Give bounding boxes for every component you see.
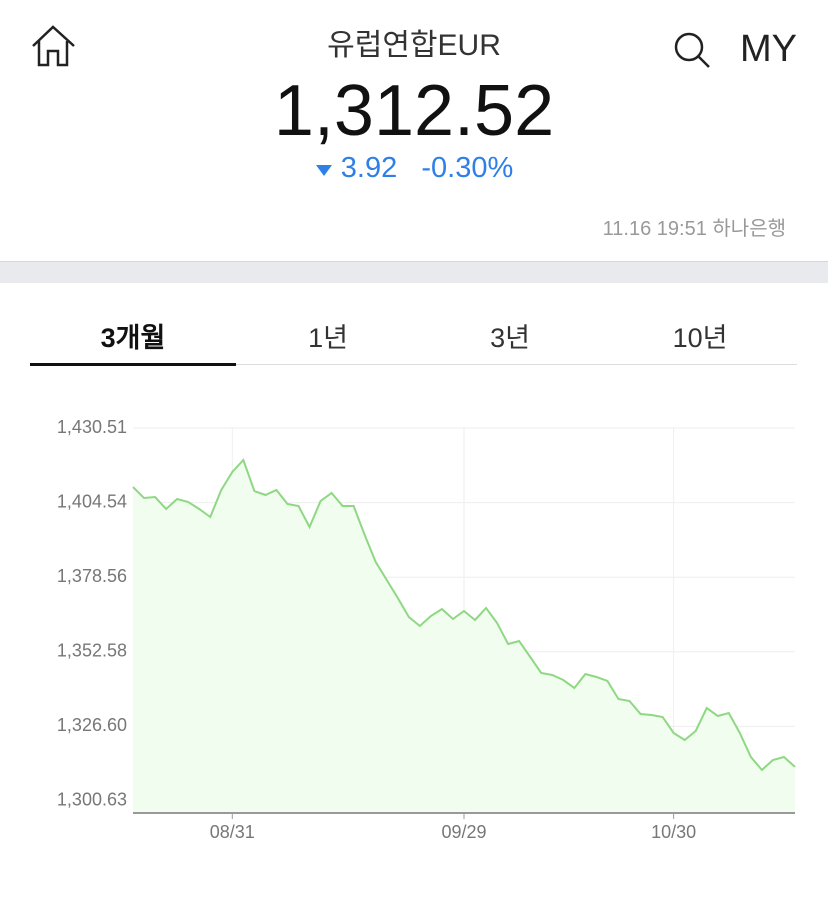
y-tick-label: 1,378.56 [57,566,127,586]
search-icon[interactable] [672,30,712,70]
separator [0,261,828,283]
x-tick-label: 10/30 [651,822,696,842]
change: 3.92 -0.30% [0,152,828,185]
price: 1,312.52 [273,71,555,151]
change-pct: -0.30% [421,152,514,184]
tab[interactable]: 1년 [308,323,348,353]
tab[interactable]: 10년 [672,323,728,353]
y-tick-label: 1,300.63 [57,790,127,810]
tab[interactable]: 3개월 [100,323,166,353]
y-tick-label: 1,404.54 [57,491,127,511]
tab-line [30,364,797,365]
tab[interactable]: 3년 [490,323,530,353]
title: 유럽연합EUR [327,29,501,62]
timestamp: 11.16 19:51 하나은행 [602,218,786,240]
x-tick-label: 09/29 [441,822,486,842]
my-button[interactable]: MY [740,28,797,70]
x-tick-label: 08/31 [210,822,255,842]
y-tick-label: 1,352.58 [57,641,127,661]
y-tick-label: 1,326.60 [57,715,127,735]
area [133,459,795,813]
tab-indicator [30,363,236,366]
line [132,458,796,772]
change-value: 3.92 [340,152,398,184]
home-icon[interactable] [30,24,78,68]
y-tick-label: 1,430.51 [57,417,127,437]
down-arrow [315,165,332,176]
